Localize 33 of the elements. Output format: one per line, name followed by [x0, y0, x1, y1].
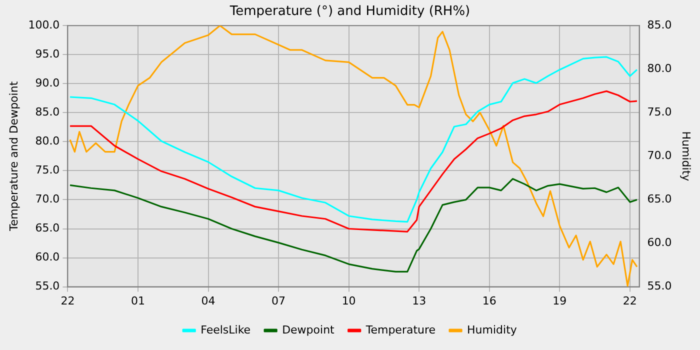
- y-axis-title: Temperature and Dewpoint: [7, 80, 20, 232]
- y-tick-label: 75.0: [35, 164, 60, 177]
- y2-tick-label: 55.0: [647, 280, 672, 293]
- y-tick-label: 95.0: [35, 47, 60, 60]
- legend-label: FeelsLike: [200, 323, 251, 336]
- x-tick-label: 13: [412, 294, 426, 308]
- x-tick-label: 22: [60, 294, 75, 308]
- x-tick-label: 01: [130, 294, 145, 308]
- y2-tick-label: 70.0: [647, 149, 672, 162]
- x-tick-label: 04: [201, 294, 216, 308]
- x-tick-label: 10: [342, 294, 356, 308]
- y2-tick-label: 80.0: [647, 62, 672, 75]
- x-tick-label: 19: [552, 294, 567, 308]
- y2-axis-title: Humidity: [680, 131, 693, 182]
- y2-tick-label: 65.0: [647, 192, 672, 206]
- legend-label: Temperature: [364, 323, 436, 336]
- x-tick-label: 16: [482, 294, 496, 308]
- y2-tick-label: 60.0: [647, 236, 672, 250]
- y2-tick-label: 85.0: [647, 18, 672, 32]
- x-tick-label: 22: [622, 294, 637, 308]
- legend-label: Dewpoint: [282, 323, 336, 336]
- legend-label: Humidity: [467, 323, 518, 336]
- y-tick-label: 80.0: [35, 134, 60, 148]
- y-tick-label: 85.0: [35, 106, 60, 119]
- chart-title: Temperature (°) and Humidity (RH%): [228, 4, 470, 20]
- y-tick-label: 100.0: [28, 18, 60, 32]
- x-tick-label: 07: [272, 294, 286, 308]
- y-tick-label: 70.0: [35, 192, 60, 206]
- y-tick-label: 55.0: [35, 280, 60, 293]
- y-tick-label: 60.0: [35, 250, 60, 264]
- y2-tick-label: 75.0: [647, 106, 672, 119]
- y-tick-label: 90.0: [35, 76, 60, 90]
- y-tick-label: 65.0: [35, 222, 60, 235]
